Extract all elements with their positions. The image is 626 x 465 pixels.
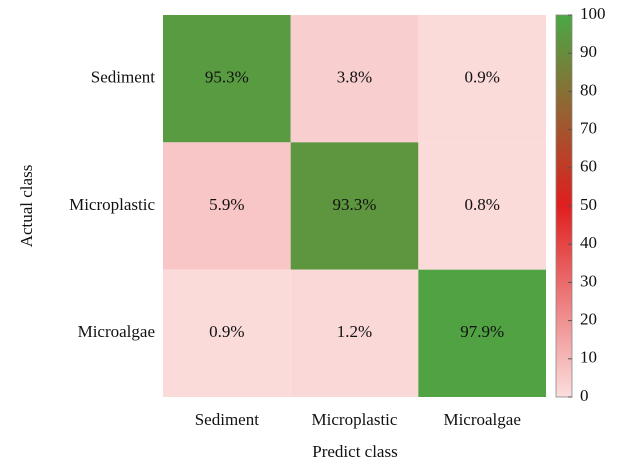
colorbar-tick-label: 100 [580,4,606,23]
heatmap-cell [418,269,546,397]
value-label: 5.9% [209,195,244,214]
colorbar-tick-label: 70 [580,119,597,138]
value-label: 97.9% [460,322,504,341]
x-tick-label: Sediment [195,410,259,429]
y-tick-label: Sediment [91,68,155,87]
value-label: 1.2% [337,322,372,341]
heatmap-cell [290,142,419,270]
colorbar-tick-label: 0 [580,386,589,405]
heatmap-cell [163,142,291,270]
colorbar-tick-label: 80 [580,80,597,99]
value-label: 0.9% [209,322,244,341]
heatmap-cell [163,15,291,143]
colorbar-tick-label: 60 [580,157,597,176]
x-tick-label: Microalgae [443,410,520,429]
y-tick-label: Microplastic [69,195,155,214]
colorbar-tick-label: 30 [580,271,597,290]
heatmap-cell [163,269,291,397]
colorbar-tick-label: 90 [580,42,597,61]
colorbar-tick-label: 50 [580,195,597,214]
y-axis-label: Actual class [17,165,36,248]
x-tick-label: Microplastic [312,410,398,429]
value-label: 0.8% [464,195,499,214]
x-axis-label: Predict class [312,442,397,461]
heatmap-cell [418,142,546,270]
value-label: 0.9% [464,68,499,87]
value-label: 93.3% [333,195,377,214]
value-label: 3.8% [337,68,372,87]
heatmap-cell [290,15,419,143]
colorbar-tick-label: 10 [580,348,597,367]
heatmap-cell [290,269,419,397]
colorbar-tick-label: 20 [580,310,597,329]
value-label: 95.3% [205,68,249,87]
colorbar-tick-label: 40 [580,233,597,252]
y-tick-label: Microalgae [78,322,155,341]
heatmap-cell [418,15,546,143]
